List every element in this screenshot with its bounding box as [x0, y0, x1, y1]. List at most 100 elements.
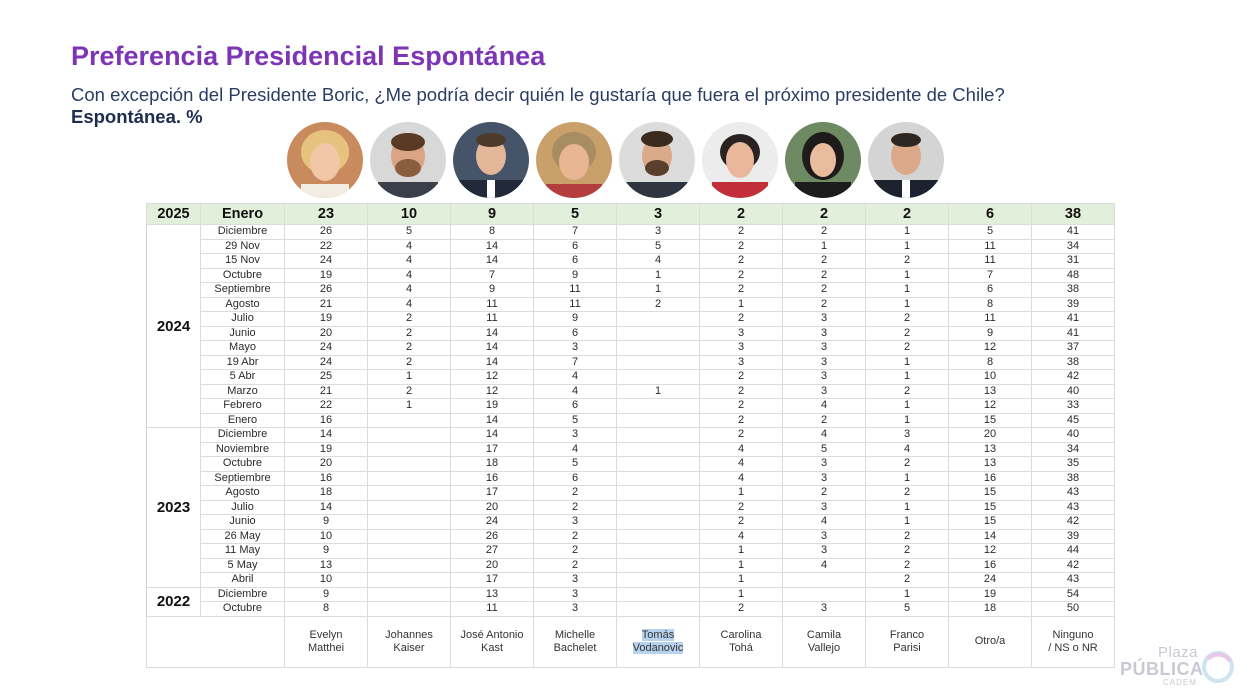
table-row: 5 Abr 25 1 12 4 2 3 1 10 42 [147, 369, 1115, 385]
month-cell: Septiembre [200, 470, 285, 486]
value-cell: 2 [699, 398, 783, 414]
value-cell [616, 441, 700, 457]
candidate-name-line1: Ninguno [1052, 628, 1094, 641]
value-cell: 2 [533, 485, 617, 501]
value-cell: 2 [367, 383, 451, 399]
month-cell: Diciembre [200, 427, 285, 443]
value-cell: 4 [699, 441, 783, 457]
value-cell: 4 [533, 441, 617, 457]
value-cell: 16 [948, 470, 1032, 486]
value-cell: 40 [1031, 427, 1115, 443]
candidate-name: Tomás Vodanovic [616, 615, 700, 668]
table-row: Julio 14 20 2 2 3 1 15 43 [147, 499, 1115, 515]
value-cell: 1 [367, 398, 451, 414]
value-cell: 19 [948, 586, 1032, 602]
value-cell: 13 [450, 586, 534, 602]
value-cell: 22 [284, 398, 368, 414]
value-cell: 3 [782, 354, 866, 370]
survey-question-type: Espontánea. % [71, 106, 203, 127]
value-cell: 3 [782, 383, 866, 399]
value-cell: 2 [699, 601, 783, 617]
value-cell: 48 [1031, 267, 1115, 283]
month-cell: Diciembre [200, 586, 285, 602]
value-cell: 2 [699, 514, 783, 530]
value-cell: 19 [284, 441, 368, 457]
value-cell: 2 [699, 427, 783, 443]
value-cell: 2 [699, 412, 783, 428]
value-cell: 13 [948, 456, 1032, 472]
month-cell: Julio [200, 311, 285, 327]
value-cell: 4 [699, 456, 783, 472]
value-cell: 2 [865, 456, 949, 472]
table-row: Julio 19 2 11 9 2 3 2 11 41 [147, 311, 1115, 327]
value-cell: 4 [782, 427, 866, 443]
value-cell: 12 [450, 369, 534, 385]
value-cell: 11 [948, 238, 1032, 254]
table-row: 15 Nov 24 4 14 6 4 2 2 2 11 31 [147, 253, 1115, 269]
table-row: Febrero 22 1 19 6 2 4 1 12 33 [147, 398, 1115, 414]
value-cell: 13 [948, 383, 1032, 399]
value-cell: 1 [699, 586, 783, 602]
value-cell: 6 [533, 398, 617, 414]
table-row: 26 May 10 26 2 4 3 2 14 39 [147, 528, 1115, 544]
table-row: Octubre 19 4 7 9 1 2 2 1 7 48 [147, 267, 1115, 283]
value-cell: 26 [284, 224, 368, 240]
value-cell: 38 [1031, 203, 1115, 225]
candidate-name: José Antonio Kast [450, 615, 534, 668]
value-cell [616, 427, 700, 443]
value-cell: 26 [284, 282, 368, 298]
value-cell: 9 [450, 282, 534, 298]
value-cell [616, 601, 700, 617]
value-cell: 1 [865, 470, 949, 486]
value-cell: 2 [533, 499, 617, 515]
value-cell: 6 [533, 470, 617, 486]
value-cell: 22 [284, 238, 368, 254]
table-row: Abril 10 17 3 1 2 24 43 [147, 572, 1115, 588]
value-cell: 12 [948, 543, 1032, 559]
value-cell: 15 [948, 485, 1032, 501]
value-cell: 11 [533, 282, 617, 298]
candidate-name: Ninguno / NS o NR [1031, 615, 1115, 668]
value-cell: 3 [699, 354, 783, 370]
value-cell: 14 [450, 340, 534, 356]
value-cell: 11 [533, 296, 617, 312]
candidate-name-line1: Tomás [641, 628, 675, 641]
value-cell: 3 [782, 601, 866, 617]
candidate-photo-vodanovic [619, 122, 695, 198]
candidate-name-line1: Michelle [554, 628, 596, 641]
candidate-name-line2: Vallejo [807, 641, 841, 654]
value-cell: 3 [782, 456, 866, 472]
value-cell [367, 470, 451, 486]
value-cell [616, 340, 700, 356]
value-cell: 11 [450, 601, 534, 617]
value-cell: 16 [284, 470, 368, 486]
value-cell: 54 [1031, 586, 1115, 602]
table-row: Agosto 18 17 2 1 2 2 15 43 [147, 485, 1115, 501]
value-cell [616, 369, 700, 385]
value-cell [782, 572, 866, 588]
value-cell: 2 [699, 253, 783, 269]
candidate-name: Michelle Bachelet [533, 615, 617, 668]
value-cell: 4 [367, 253, 451, 269]
value-cell: 38 [1031, 470, 1115, 486]
value-cell: 1 [865, 354, 949, 370]
value-cell: 2 [367, 340, 451, 356]
month-cell: Octubre [200, 456, 285, 472]
value-cell: 37 [1031, 340, 1115, 356]
value-cell: 1 [865, 267, 949, 283]
value-cell [367, 514, 451, 530]
value-cell: 20 [284, 325, 368, 341]
value-cell: 15 [948, 499, 1032, 515]
value-cell [616, 485, 700, 501]
value-cell: 3 [782, 340, 866, 356]
table-row: Septiembre 16 16 6 4 3 1 16 38 [147, 470, 1115, 486]
value-cell: 11 [948, 311, 1032, 327]
value-cell: 9 [450, 203, 534, 225]
value-cell: 11 [450, 311, 534, 327]
value-cell: 24 [450, 514, 534, 530]
value-cell [616, 528, 700, 544]
value-cell: 2 [865, 203, 949, 225]
preference-table: 2025 Enero 23 10 9 5 3 2 2 2 6 38 2024 Diciembre 26 5 8 7… [146, 203, 1115, 668]
value-cell: 2 [782, 203, 866, 225]
value-cell: 9 [948, 325, 1032, 341]
